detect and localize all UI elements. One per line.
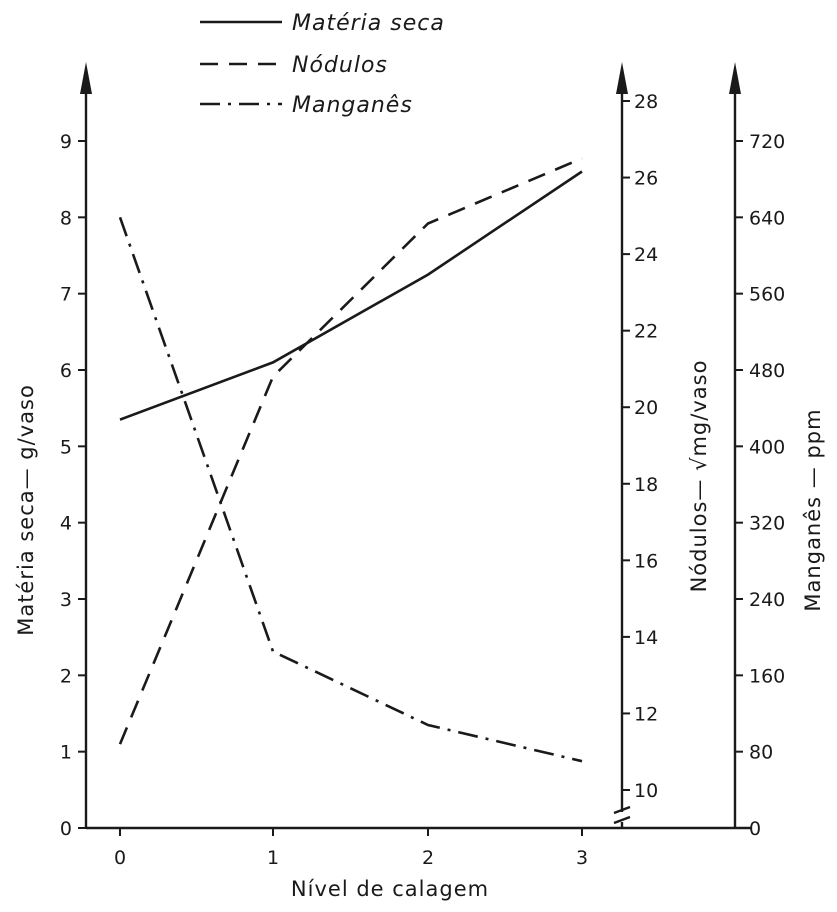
left-axis-tick-label: 2 xyxy=(60,665,72,687)
left-axis-tick-label: 6 xyxy=(60,360,72,382)
axis-break-mark-2 xyxy=(613,815,631,825)
x-axis-tick-label: 0 xyxy=(114,847,126,869)
left-axis-tick-label: 0 xyxy=(60,818,72,840)
middle-axis-tick-label: 18 xyxy=(634,474,658,496)
middle-axis-tick-label: 14 xyxy=(634,627,658,649)
legend-label-nodulos: Nódulos xyxy=(292,53,388,78)
right-axis-tick-label: 640 xyxy=(749,207,785,229)
left-axis-tick-label: 5 xyxy=(60,436,72,458)
middle-axis-tick-label: 12 xyxy=(634,703,658,725)
left-axis-tick-label: 4 xyxy=(60,513,72,535)
axes: 0123456789101214161820222426280801602403… xyxy=(60,62,785,869)
left-axis-tick-label: 3 xyxy=(60,589,72,611)
left-axis-label: Matéria seca— g/vaso xyxy=(14,384,38,636)
middle-axis-label: Nódulos— √mg/vaso xyxy=(687,360,711,593)
legend-label-manganes: Manganês xyxy=(292,93,413,118)
middle-axis-tick-label: 16 xyxy=(634,550,658,572)
middle-axis-arrow xyxy=(616,62,628,94)
left-axis-tick-label: 1 xyxy=(60,742,72,764)
right-axis-tick-label: 720 xyxy=(749,131,785,153)
left-axis-tick-label: 7 xyxy=(60,284,72,306)
middle-axis-tick-label: 24 xyxy=(634,244,658,266)
right-axis-tick-label: 480 xyxy=(749,360,785,382)
x-axis-tick-label: 1 xyxy=(267,847,279,869)
right-axis-tick-label: 320 xyxy=(749,513,785,535)
right-axis-tick-label: 80 xyxy=(749,742,773,764)
x-axis-tick-label: 2 xyxy=(422,847,434,869)
legend: Matéria seca Nódulos Manganês xyxy=(200,11,445,118)
left-axis-arrow xyxy=(80,62,92,94)
axis-break-mark-1 xyxy=(613,805,631,815)
legend-label-materia-seca: Matéria seca xyxy=(292,11,445,36)
x-axis-label: Nível de calagem xyxy=(291,877,489,901)
series-line-manganes xyxy=(118,216,583,763)
right-axis-arrow xyxy=(729,62,741,94)
series-layer xyxy=(118,157,583,763)
left-axis-tick-label: 8 xyxy=(60,207,72,229)
right-axis-label: Manganês — ppm xyxy=(801,408,825,611)
series-line-materia-seca xyxy=(119,170,583,421)
middle-axis-tick-label: 22 xyxy=(634,321,658,343)
x-axis-tick-label: 3 xyxy=(576,847,588,869)
left-axis-tick-label: 9 xyxy=(60,131,72,153)
right-axis-tick-label: 560 xyxy=(749,284,785,306)
middle-axis-tick-label: 20 xyxy=(634,397,658,419)
right-axis-tick-label: 160 xyxy=(749,665,785,687)
middle-axis-tick-label: 26 xyxy=(634,168,658,190)
right-axis-tick-label: 0 xyxy=(749,818,761,840)
right-axis-tick-label: 240 xyxy=(749,589,785,611)
series-line-nodulos xyxy=(118,157,583,745)
middle-axis-tick-label: 28 xyxy=(634,91,658,113)
right-axis-tick-label: 400 xyxy=(749,436,785,458)
middle-axis-tick-label: 10 xyxy=(634,780,658,802)
